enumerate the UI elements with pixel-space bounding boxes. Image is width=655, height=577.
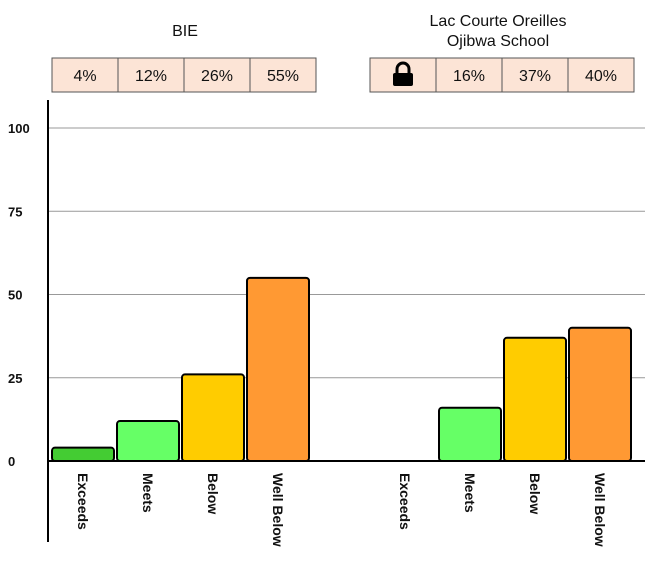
group-headers: BIE 4% 12% 26% 55% Lac Courte Oreilles Ojibwa … [51,13,635,93]
summary-percent: 4% [73,68,96,85]
bar-meets [438,406,502,462]
y-tick-label-75: 75 [8,204,22,219]
bar-meets [116,420,180,463]
category-label: Meets [140,473,156,513]
summary-cell [435,57,503,93]
y-tick-label-100: 100 [8,121,30,136]
category-label: Well Below [592,473,608,547]
summary-cell [567,57,635,93]
category-label: Below [527,473,543,514]
bars [51,276,632,463]
summary-cell [51,57,119,93]
y-axis: 0 25 50 75 100 [8,100,645,542]
category-label: Below [205,473,221,514]
y-tick-label-25: 25 [8,371,22,386]
group-title-line: Ojibwa School [447,33,549,50]
summary-percent: 40% [585,68,617,85]
bar-below [503,336,567,463]
group-title-line: Lac Courte Oreilles [430,13,567,30]
summary-percent: 26% [201,68,233,85]
summary-percent: 55% [267,68,299,85]
bar-well-below [568,326,632,462]
summary-percent: 16% [453,68,485,85]
summary-percent: 12% [135,68,167,85]
category-label: Exceeds [75,473,91,530]
y-tick-label-50: 50 [8,288,22,303]
bar-exceeds [51,446,115,462]
group-title-line: BIE [172,23,198,40]
lock-icon-body [393,73,413,86]
summary-cell [249,57,317,93]
summary-percent: 37% [519,68,551,85]
category-label: Meets [462,473,478,513]
category-label: Exceeds [397,473,413,530]
bar-below [181,373,245,463]
summary-cell [501,57,569,93]
category-labels: Exceeds Meets Below Well Below Exceeds Meets B… [75,473,608,547]
lock-icon-shackle [395,61,411,74]
bar-well-below [246,276,310,462]
lock-icon [393,61,413,86]
category-label: Well Below [270,473,286,547]
y-tick-label-0: 0 [8,454,15,469]
